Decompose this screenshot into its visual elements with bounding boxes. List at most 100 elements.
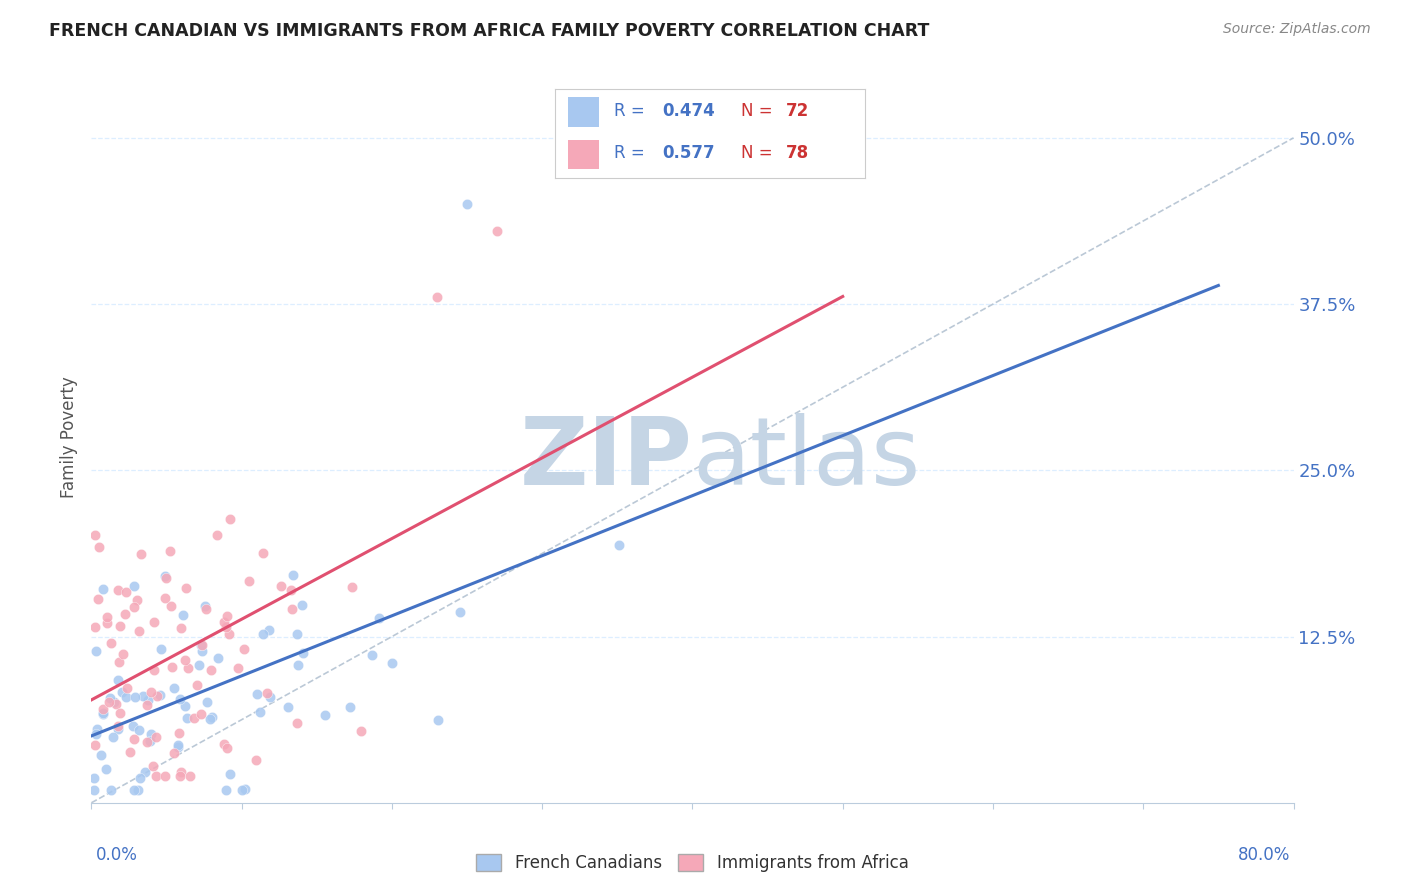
FancyBboxPatch shape [568, 97, 599, 127]
Point [107, 673, 129, 687]
Point [174, 582, 197, 596]
Point [215, 620, 238, 634]
Point [170, 765, 193, 780]
Point [128, 723, 150, 737]
Point [191, 643, 214, 657]
Point [314, 708, 336, 723]
Point [231, 782, 253, 797]
Point [115, 690, 138, 705]
Legend: French Canadians, Immigrants from Africa: French Canadians, Immigrants from Africa [470, 847, 915, 879]
Point [90, 747, 112, 762]
Point [194, 602, 217, 616]
Point [86, 591, 108, 606]
Point [118, 745, 141, 759]
Point [89, 540, 111, 554]
Point [146, 690, 169, 704]
Point [153, 569, 176, 583]
Point [291, 598, 314, 612]
Point [91, 582, 114, 597]
Point [233, 782, 256, 797]
Point [292, 646, 315, 660]
Point [166, 740, 188, 755]
Point [84, 727, 107, 741]
Point [360, 648, 382, 662]
Point [131, 547, 153, 561]
Point [155, 571, 177, 585]
Point [163, 681, 186, 696]
Point [195, 695, 218, 709]
Text: 80.0%: 80.0% [1239, 846, 1291, 863]
Point [143, 663, 166, 677]
Point [94, 762, 117, 776]
Point [101, 730, 124, 744]
Point [108, 706, 131, 720]
Point [176, 711, 198, 725]
Text: FRENCH CANADIAN VS IMMIGRANTS FROM AFRICA FAMILY POVERTY CORRELATION CHART: FRENCH CANADIAN VS IMMIGRANTS FROM AFRIC… [49, 22, 929, 40]
Point [214, 615, 236, 630]
Point [100, 782, 122, 797]
Text: 0.474: 0.474 [662, 103, 714, 120]
Point [107, 722, 129, 736]
Point [277, 699, 299, 714]
Point [169, 769, 191, 783]
Point [609, 538, 631, 552]
Point [136, 734, 159, 748]
Point [217, 609, 239, 624]
Point [219, 512, 242, 526]
Point [249, 705, 271, 719]
Point [124, 600, 146, 615]
Text: 78: 78 [786, 145, 808, 162]
Point [201, 709, 224, 723]
Point [107, 719, 129, 733]
Point [128, 624, 150, 638]
Point [174, 653, 197, 667]
Point [96, 610, 118, 624]
Point [98, 691, 121, 706]
Point [270, 579, 292, 593]
Point [145, 769, 167, 783]
Point [486, 224, 509, 238]
Text: Source: ZipAtlas.com: Source: ZipAtlas.com [1223, 22, 1371, 37]
Text: 72: 72 [786, 103, 808, 120]
Point [212, 737, 235, 751]
Point [340, 581, 363, 595]
Text: 0.577: 0.577 [662, 145, 714, 162]
Point [246, 687, 269, 701]
Point [162, 746, 184, 760]
Point [218, 627, 240, 641]
Point [124, 690, 146, 704]
Point [232, 641, 254, 656]
FancyBboxPatch shape [568, 140, 599, 169]
Point [127, 782, 149, 797]
Point [285, 715, 308, 730]
Point [145, 730, 167, 744]
Point [456, 197, 478, 211]
Text: N =: N = [741, 145, 778, 162]
Text: 0.0%: 0.0% [96, 846, 138, 863]
Point [141, 759, 163, 773]
Point [153, 769, 176, 783]
Point [108, 619, 131, 633]
Point [134, 764, 156, 779]
Point [125, 592, 148, 607]
Point [381, 656, 404, 670]
Point [98, 694, 121, 708]
Point [83, 738, 105, 752]
Point [350, 724, 373, 739]
Point [190, 706, 212, 721]
Point [96, 615, 118, 630]
Point [83, 620, 105, 634]
Point [141, 726, 163, 740]
Point [159, 544, 181, 558]
Point [280, 601, 302, 615]
Point [219, 766, 242, 780]
Point [190, 639, 212, 653]
Point [170, 621, 193, 635]
Point [169, 692, 191, 706]
Point [122, 579, 145, 593]
Text: R =: R = [614, 145, 650, 162]
Point [186, 678, 208, 692]
Point [122, 719, 145, 733]
Point [135, 698, 157, 713]
Text: atlas: atlas [692, 413, 921, 505]
